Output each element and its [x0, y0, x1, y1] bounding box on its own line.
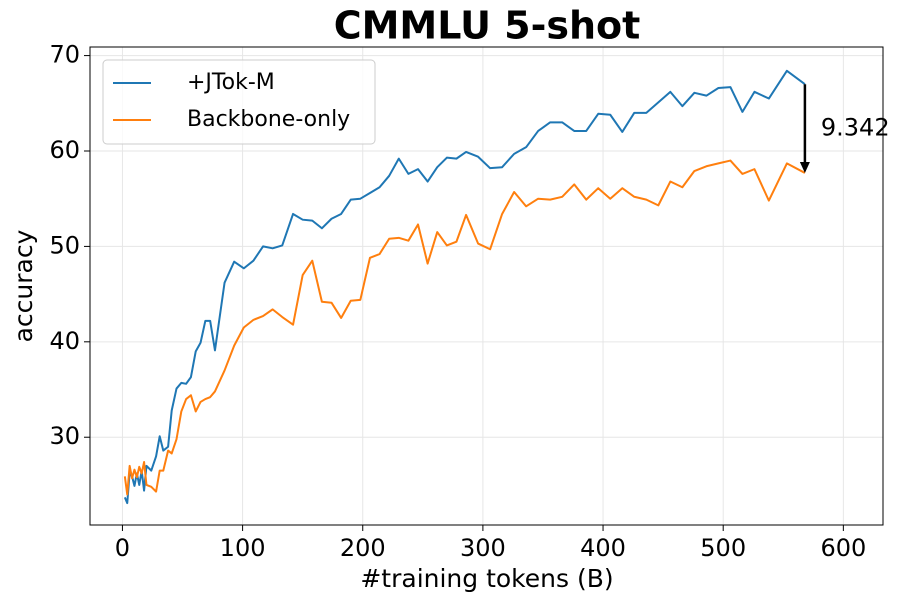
y-axis-label: accuracy: [9, 229, 38, 342]
legend-label: Backbone-only: [187, 107, 350, 132]
x-tick-label: 400: [580, 534, 626, 562]
y-tick-label: 70: [49, 41, 80, 69]
data-line: [123, 159, 806, 496]
x-tick-label: 0: [115, 534, 130, 562]
legend-label: +JTok-M: [187, 70, 275, 95]
x-tick-label: 500: [700, 534, 746, 562]
chart-title: CMMLU 5-shot: [334, 4, 641, 48]
y-tick-label: 40: [49, 327, 80, 355]
data-line: [123, 69, 806, 505]
x-tick-label: 100: [220, 534, 266, 562]
x-tick-label: 200: [340, 534, 386, 562]
y-tick-label: 30: [49, 422, 80, 450]
legend-frame: [102, 59, 376, 145]
annotation-label: 9.342: [821, 114, 890, 142]
legend: +JTok-M Backbone-only: [102, 59, 376, 145]
annotation-arrowhead: [799, 161, 810, 173]
y-tick-label: 60: [49, 136, 80, 164]
x-tick-label: 600: [820, 534, 866, 562]
x-tick-label: 300: [460, 534, 506, 562]
x-axis-label: #training tokens (B): [360, 564, 613, 593]
y-tick-label: 50: [49, 231, 80, 259]
plot-frame: [89, 46, 884, 526]
